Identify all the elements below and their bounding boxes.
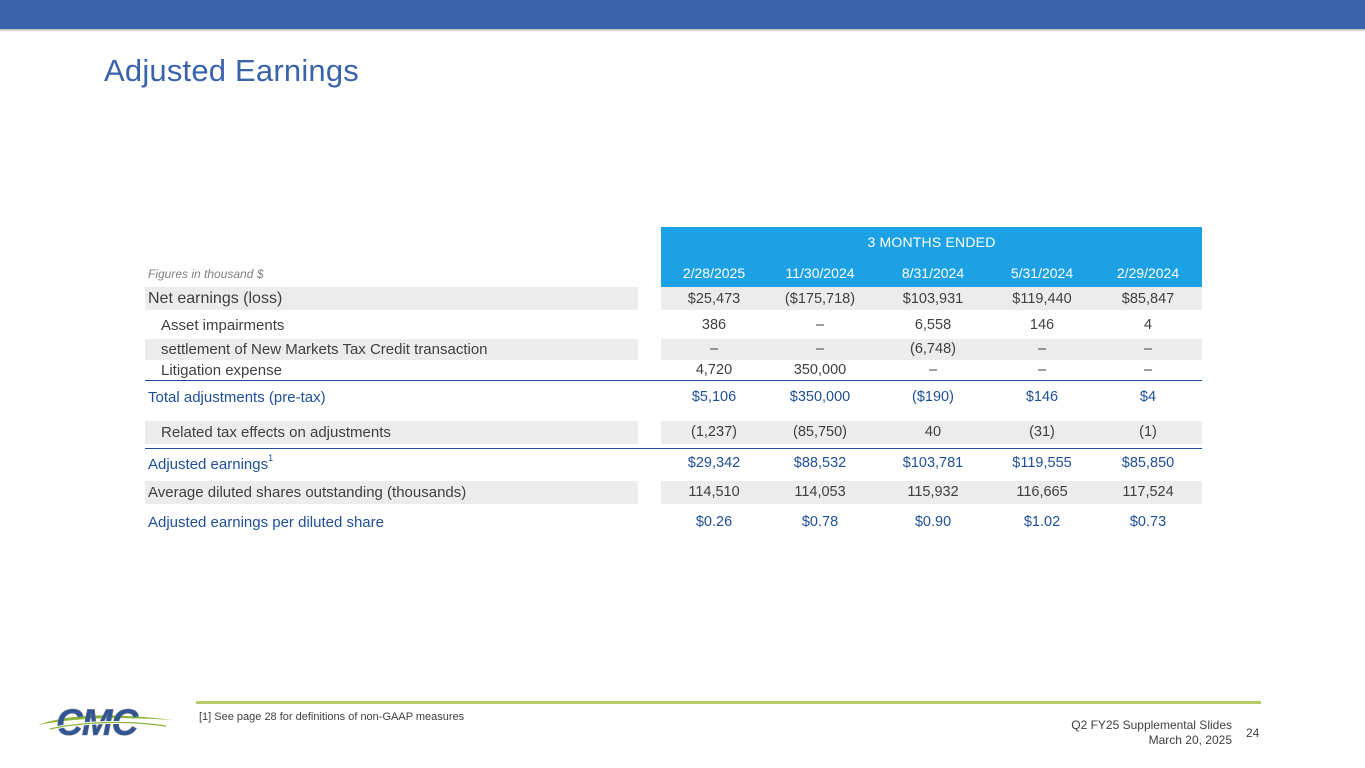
row-shade-label [145, 287, 638, 310]
page-number: 24 [1246, 726, 1260, 740]
column-header-5: 2/29/2024 [1116, 265, 1180, 281]
table-cell: – [1143, 362, 1153, 378]
table-cell: (1,237) [691, 424, 737, 440]
table-cell: $0.78 [801, 514, 839, 530]
row-label-diluted-shares: Average diluted shares outstanding (thou… [148, 484, 467, 501]
table-cell: $25,473 [687, 291, 741, 307]
column-header-3: 8/31/2024 [901, 265, 965, 281]
row-label-adjusted-eps: Adjusted earnings per diluted share [148, 514, 384, 531]
table-cell: $0.90 [914, 514, 952, 530]
table-cell: – [815, 341, 825, 357]
column-header-2: 11/30/2024 [785, 265, 855, 281]
table-cell: – [815, 317, 825, 333]
row-label-nmtc-settlement: settlement of New Markets Tax Credit tra… [161, 341, 488, 358]
footer-divider [196, 701, 1261, 704]
logo-lettering: CMC [56, 702, 140, 740]
table-cell: 6,558 [914, 317, 952, 333]
footer-meta: Q2 FY25 Supplemental Slides March 20, 20… [1071, 718, 1232, 748]
row-divider [145, 380, 1202, 381]
table-cell: 386 [701, 317, 727, 333]
table-cell: $29,342 [687, 455, 741, 471]
table-cell: 114,510 [688, 484, 740, 500]
table-cell: (1) [1139, 424, 1157, 440]
table-cell: $85,847 [1121, 291, 1175, 307]
table-cell: (6,748) [910, 341, 956, 357]
row-label-net-earnings: Net earnings (loss) [148, 290, 283, 307]
row-label-adjusted-earnings: Adjusted earnings1 [148, 453, 274, 473]
table-cell: $5,106 [691, 389, 737, 405]
table-header-band [661, 227, 1202, 287]
deck-title: Q2 FY25 Supplemental Slides [1071, 718, 1232, 732]
table-cell: $119,555 [1012, 455, 1072, 471]
table-cell: $350,000 [789, 389, 851, 405]
units-note: Figures in thousand $ [148, 267, 264, 281]
column-header-1: 2/28/2025 [682, 265, 746, 281]
row-shade-label [145, 339, 638, 360]
table-cell: $0.26 [695, 514, 733, 530]
table-cell: – [928, 362, 938, 378]
table-cell: $119,440 [1012, 291, 1072, 307]
group-header: 3 MONTHS ENDED [867, 234, 996, 250]
row-divider [145, 448, 1202, 449]
footnote: [1] See page 28 for definitions of non-G… [199, 711, 465, 723]
table-cell: (85,750) [792, 424, 847, 440]
table-cell: (31) [1029, 424, 1055, 440]
table-cell: 115,932 [907, 484, 959, 500]
row-label-litigation-expense: Litigation expense [161, 362, 282, 379]
adjusted-earnings-text: Adjusted earnings [148, 456, 269, 473]
table-cell: 117,524 [1122, 484, 1174, 500]
table-cell: $103,781 [902, 455, 964, 471]
top-banner-shadow [0, 29, 1365, 32]
column-header-4: 5/31/2024 [1010, 265, 1074, 281]
row-label-total-adjustments: Total adjustments (pre-tax) [148, 389, 326, 406]
row-shade-values [661, 339, 1202, 360]
page-title: Adjusted Earnings [104, 53, 360, 88]
table-cell: $88,532 [793, 455, 847, 471]
table-cell: 40 [924, 424, 942, 440]
cmc-logo: CMC [38, 702, 174, 740]
table-cell: $1.02 [1023, 514, 1061, 530]
table-cell: ($190) [912, 389, 954, 405]
row-label-tax-effects: Related tax effects on adjustments [161, 424, 391, 441]
table-cell: 146 [1029, 317, 1055, 333]
row-shade-values [661, 421, 1202, 444]
table-cell: – [1037, 341, 1047, 357]
table-cell: $146 [1025, 389, 1059, 405]
row-shade-label [145, 481, 638, 504]
row-label-asset-impairments: Asset impairments [161, 317, 285, 334]
table-cell: $0.73 [1129, 514, 1167, 530]
table-cell: – [709, 341, 719, 357]
row-shade-values [661, 481, 1202, 504]
table-cell: ($175,718) [784, 291, 856, 307]
row-shade-label [145, 421, 638, 444]
table-cell: 116,665 [1016, 484, 1068, 500]
deck-date: March 20, 2025 [1148, 733, 1232, 747]
table-cell: – [1143, 341, 1153, 357]
table-cell: 350,000 [793, 362, 847, 378]
table-cell: 4 [1143, 317, 1153, 333]
footnote-mark: 1 [268, 453, 274, 463]
table-cell: $103,931 [902, 291, 964, 307]
table-cell: 114,053 [794, 484, 846, 500]
row-shade-values [661, 287, 1202, 310]
table-cell: 4,720 [695, 362, 733, 378]
top-banner [0, 0, 1365, 29]
table-cell: $4 [1139, 389, 1157, 405]
table-cell: $85,850 [1121, 455, 1175, 471]
table-cell: – [1037, 362, 1047, 378]
